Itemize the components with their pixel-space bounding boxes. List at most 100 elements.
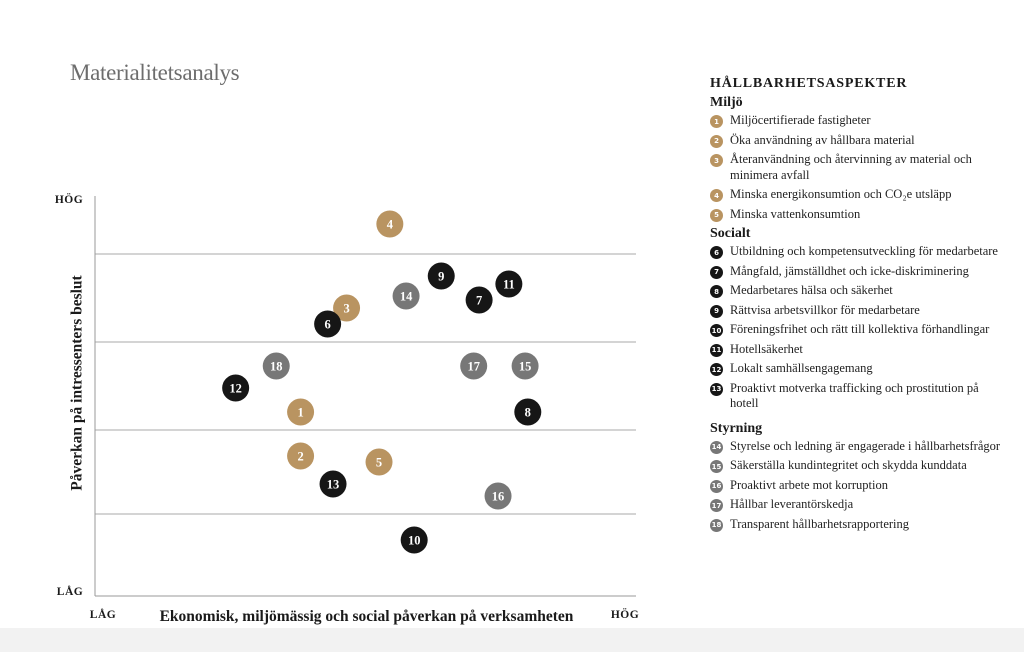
legend-item-text: Proaktivt arbete mot korruption: [730, 477, 888, 492]
legend-number-badge: 14: [710, 440, 723, 454]
data-point-label: 1: [297, 406, 303, 420]
data-point-label: 11: [503, 278, 515, 292]
legend-number-badge: 10: [710, 324, 723, 337]
y-axis-high-label: HÖG: [55, 192, 83, 206]
data-point-marker: [514, 398, 542, 426]
legend-item-text: Minska vattenkonsumtion: [730, 206, 861, 221]
data-point-marker: [365, 448, 393, 476]
data-point-marker: [319, 470, 347, 498]
legend-number-badge: 13: [710, 382, 723, 396]
data-point-label: 2: [297, 450, 303, 464]
legend-item-text: Medarbetares hälsa och säkerhet: [730, 283, 893, 297]
legend-number-badge: 15: [710, 460, 723, 473]
legend-item: 12 Lokalt samhällsengagemang: [710, 361, 1010, 377]
legend-item: 15 Säkerställa kundintegritet och skydda …: [710, 458, 1010, 474]
data-point-label: 4: [387, 218, 394, 232]
data-point-marker: [222, 374, 250, 402]
data-point-marker: [484, 482, 512, 510]
data-point-marker: [511, 352, 539, 380]
data-point-marker: [376, 210, 404, 238]
legend-item-text: Lokalt samhällsengagemang: [730, 361, 873, 375]
legend-item: 16 Proaktivt arbete mot korruption: [710, 478, 1010, 494]
legend-number-badge: 12: [710, 363, 723, 376]
legend-item-text: Proaktivt motverka trafficking och prost…: [730, 380, 979, 411]
data-point-marker: [400, 526, 428, 554]
data-point-label: 7: [476, 294, 482, 308]
legend-item-text: Miljöcertifierade fastigheter: [730, 113, 871, 127]
legend-item-text: Föreningsfrihet och rätt till kollektiva…: [730, 322, 990, 336]
data-point-marker: [427, 262, 455, 290]
legend-item: 18 Transparent hållbarhetsrapportering: [710, 517, 1010, 533]
data-point-label: 10: [408, 534, 421, 548]
data-point-marker: [287, 398, 315, 426]
data-point-marker: [495, 270, 523, 298]
legend-item: 7 Mångfald, jämställdhet och icke-diskrim…: [710, 264, 1010, 280]
legend-item-text: Mångfald, jämställdhet och icke-diskrimi…: [730, 263, 969, 278]
legend-item-text: Rättvisa arbetsvillkor för medarbetare: [730, 302, 920, 317]
legend-number-badge: 11: [710, 343, 723, 357]
data-point-label: 3: [343, 302, 349, 316]
legend-item: 3 Återanvändning och återvinning av mater…: [710, 152, 1010, 183]
x-axis-title: Ekonomisk, miljömässig och social påverk…: [160, 608, 574, 625]
legend-number-badge: 8: [710, 285, 723, 298]
legend-number-badge: 4: [710, 189, 723, 202]
legend-number-badge: 5: [710, 208, 723, 222]
legend-item-text: Öka användning av hållbara material: [730, 132, 915, 147]
data-point-marker: [465, 286, 493, 314]
page-title: Materialitetsanalys: [70, 60, 240, 85]
legend-number-badge: 2: [710, 134, 723, 148]
data-point-marker: [287, 442, 315, 470]
legend-item: 5 Minska vattenkonsumtion: [710, 207, 1010, 223]
data-point-label: 13: [327, 478, 340, 492]
data-point-marker: [262, 352, 290, 380]
data-point-marker: [460, 352, 488, 380]
data-point-label: 17: [467, 360, 480, 374]
data-point-label: 5: [376, 456, 382, 470]
legend-number-badge: 1: [710, 115, 723, 128]
legend-item-text: Utbildning och kompetensutveckling för m…: [730, 244, 998, 258]
legend-item: 9 Rättvisa arbetsvillkor för medarbetare: [710, 303, 1010, 319]
legend-group-title: Miljö: [710, 95, 743, 110]
legend-item-text: Hotellsäkerhet: [730, 341, 803, 356]
data-point-marker: [333, 294, 361, 322]
legend-group-title: Socialt: [710, 226, 751, 241]
legend-item: 2 Öka användning av hållbara material: [710, 133, 1010, 149]
data-point-label: 9: [438, 270, 444, 284]
legend-item: 8 Medarbetares hälsa och säkerhet: [710, 283, 1010, 299]
legend-item: 4 Minska energikonsumtion och CO₂e utsläp…: [710, 187, 1010, 203]
legend: HÅLLBARHETSASPEKTER Miljö 1 Miljöcertifier…: [710, 76, 1010, 536]
legend-item-text: Minska energikonsumtion och CO₂e utsläpp: [730, 187, 952, 201]
legend-group-title: Styrning: [710, 420, 763, 436]
legend-item: 13 Proaktivt motverka trafficking och pro…: [710, 381, 1010, 412]
x-axis-low-label: LÅG: [90, 607, 116, 621]
legend-item: 6 Utbildning och kompetensutveckling för …: [710, 244, 1010, 260]
legend-item: 10 Föreningsfrihet och rätt till kollekti…: [710, 322, 1010, 338]
data-point-label: 6: [325, 318, 331, 332]
data-point-marker: [314, 310, 342, 338]
legend-item-text: Transparent hållbarhetsrapportering: [730, 516, 909, 531]
y-axis-low-label: LÅG: [57, 584, 83, 598]
legend-number-badge: 17: [710, 499, 723, 512]
legend-number-badge: 16: [710, 479, 723, 493]
data-point-label: 18: [270, 360, 283, 374]
legend-heading: HÅLLBARHETSASPEKTER: [710, 76, 908, 91]
legend-item: 1 Miljöcertifierade fastigheter: [710, 113, 1010, 129]
data-point-label: 8: [525, 406, 531, 420]
data-point-marker: [392, 282, 420, 310]
legend-number-badge: 3: [710, 154, 723, 167]
legend-item-text: Säkerställa kundintegritet och skydda ku…: [730, 458, 967, 472]
data-point-label: 15: [519, 360, 532, 374]
legend-item: 11 Hotellsäkerhet: [710, 342, 1010, 358]
legend-number-badge: 18: [710, 518, 723, 532]
legend-number-badge: 7: [710, 265, 723, 279]
legend-item-text: Återanvändning och återvinning av materi…: [730, 152, 972, 182]
legend-item: 17 Hållbar leverantörskedja: [710, 497, 1010, 513]
legend-item-text: Hållbar leverantörskedja: [730, 497, 854, 511]
y-axis-title: Påverkan på intressenters beslut: [69, 274, 86, 490]
data-point-label: 16: [492, 490, 505, 504]
data-point-label: 14: [400, 290, 413, 304]
legend-item-text: Styrelse och ledning är engagerade i hål…: [730, 438, 1001, 453]
data-point-label: 12: [229, 382, 242, 396]
legend-item: 14 Styrelse och ledning är engagerade i h…: [710, 439, 1010, 455]
